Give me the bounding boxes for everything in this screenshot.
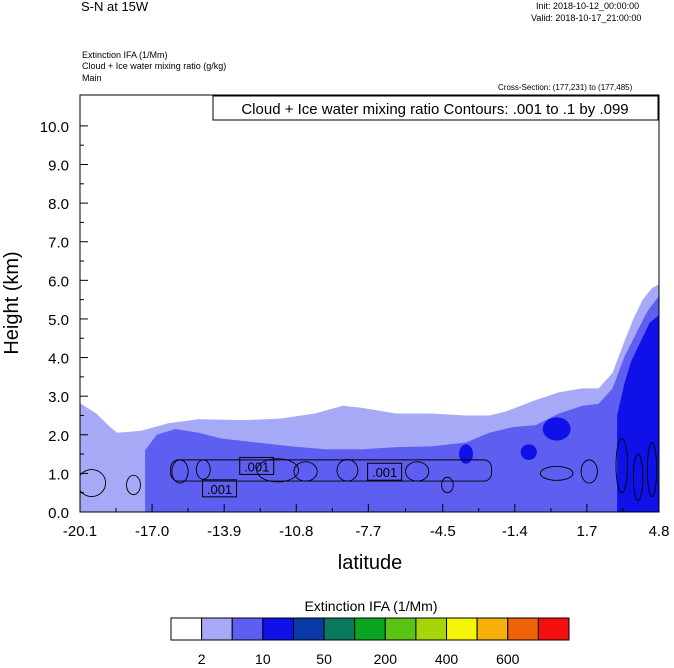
- x-tick-label-4: -7.7: [355, 523, 381, 540]
- colorbar-title: Extinction IFA (1/Mm): [304, 598, 437, 614]
- colorbar-label-2: 50: [316, 651, 332, 667]
- extinction-blob-1: [520, 444, 537, 460]
- chart-title: Cloud + Ice water mixing ratio Contours:…: [241, 101, 628, 118]
- colorbar-swatch-5: [323, 617, 356, 641]
- chart-title-box: Cloud + Ice water mixing ratio Contours:…: [212, 95, 659, 121]
- field-label-main: Main: [82, 73, 102, 83]
- x-tick-label-0: -20.1: [63, 523, 97, 540]
- x-tick-label-7: 1.7: [576, 523, 597, 540]
- colorbar-swatch-8: [415, 617, 448, 641]
- y-tick-label-7: 7.0: [48, 235, 69, 252]
- colorbar-swatch-7: [384, 617, 417, 641]
- contour-loop-8: [441, 476, 454, 494]
- contour-label-box-1: [202, 479, 238, 498]
- colorbar-label-5: 600: [496, 651, 520, 667]
- colorbar-swatch-3: [262, 617, 294, 641]
- x-tick-label-2: -13.9: [207, 523, 241, 540]
- colorbar-swatch-1: [201, 617, 233, 641]
- colorbar-swatch-0: [170, 617, 203, 641]
- contour-loop-0: [80, 469, 107, 498]
- colorbar-label-1: 10: [255, 651, 271, 667]
- y-tick-label-10: 10.0: [40, 119, 69, 136]
- colorbar-swatch-12: [537, 617, 570, 641]
- y-tick-label-6: 6.0: [48, 273, 69, 290]
- colorbar-label-3: 200: [374, 651, 398, 667]
- colorbar-swatch-4: [292, 617, 325, 641]
- colorbar-swatch-9: [446, 617, 478, 641]
- colorbar: 2 10 50 200 400 600: [170, 617, 570, 667]
- extinction-blob-2: [542, 417, 571, 441]
- x-tick-label-1: -17.0: [135, 523, 169, 540]
- y-axis: 0.0 1.0 2.0 3.0 4.0 5.0 6.0 7.0 8.0 9.0 10.0: [40, 119, 88, 522]
- filled-contours: [80, 284, 659, 512]
- contour-loop-10: [580, 459, 598, 484]
- init-time: Init: 2018-10-12_00:00:00: [536, 1, 640, 11]
- plot-frame: [79, 94, 660, 513]
- y-tick-label-9: 9.0: [48, 158, 69, 175]
- colorbar-swatch-10: [476, 617, 509, 641]
- field-label-extinction: Extinction IFA (1/Mm): [82, 50, 168, 60]
- contour-label-box-0: [239, 456, 275, 475]
- x-tick-label-3: -10.8: [279, 523, 313, 540]
- extinction-blob-0: [459, 444, 473, 464]
- y-axis-label: Height (km): [1, 251, 23, 354]
- y-tick-label-4: 4.0: [48, 351, 69, 368]
- colorbar-swatch-11: [507, 617, 539, 641]
- y-tick-label-2: 2.0: [48, 428, 69, 445]
- x-axis-label: latitude: [338, 552, 403, 574]
- x-tick-label-5: -4.5: [430, 523, 456, 540]
- colorbar-swatch-2: [231, 617, 264, 641]
- field-label-mixing-ratio: Cloud + Ice water mixing ratio (g/kg): [82, 61, 227, 71]
- x-tick-label-8: 4.8: [649, 523, 670, 540]
- contour-loop-4: [256, 458, 300, 483]
- valid-time: Valid: 2018-10-17_21:00:00: [531, 13, 642, 23]
- contour-loop-11: [615, 438, 629, 494]
- contour-loop-1: [126, 474, 141, 496]
- y-tick-label-0: 0.0: [48, 505, 69, 522]
- contour-label-2: .001: [372, 465, 397, 480]
- contour-label-box-2: [367, 462, 403, 481]
- contour-main-band: [170, 459, 493, 482]
- colorbar-label-4: 400: [435, 651, 459, 667]
- contour-loop-12: [632, 453, 644, 501]
- colorbar-label-0: 2: [198, 651, 206, 667]
- y-tick-label-5: 5.0: [48, 312, 69, 329]
- contour-labels: .001 .001 .001: [202, 456, 403, 498]
- colorbar-swatch-6: [354, 617, 386, 641]
- contour-loop-13: [646, 442, 658, 498]
- contour-loop-9: [539, 465, 574, 481]
- x-tick-label-6: -1.4: [502, 523, 528, 540]
- y-tick-label-1: 1.0: [48, 466, 69, 483]
- mixing-ratio-contours: [80, 438, 658, 501]
- plot-title-left: S-N at 15W: [81, 0, 149, 14]
- contour-label-0: .001: [244, 459, 269, 474]
- y-tick-label-3: 3.0: [48, 389, 69, 406]
- x-axis: -20.1 -17.0 -13.9 -10.8 -7.7 -4.5 -1.4 1.7 4.8: [63, 504, 670, 540]
- contour-label-1: .001: [207, 482, 232, 497]
- cross-section-label: Cross-Section: (177,231) to (177,485): [498, 83, 633, 92]
- y-tick-label-8: 8.0: [48, 196, 69, 213]
